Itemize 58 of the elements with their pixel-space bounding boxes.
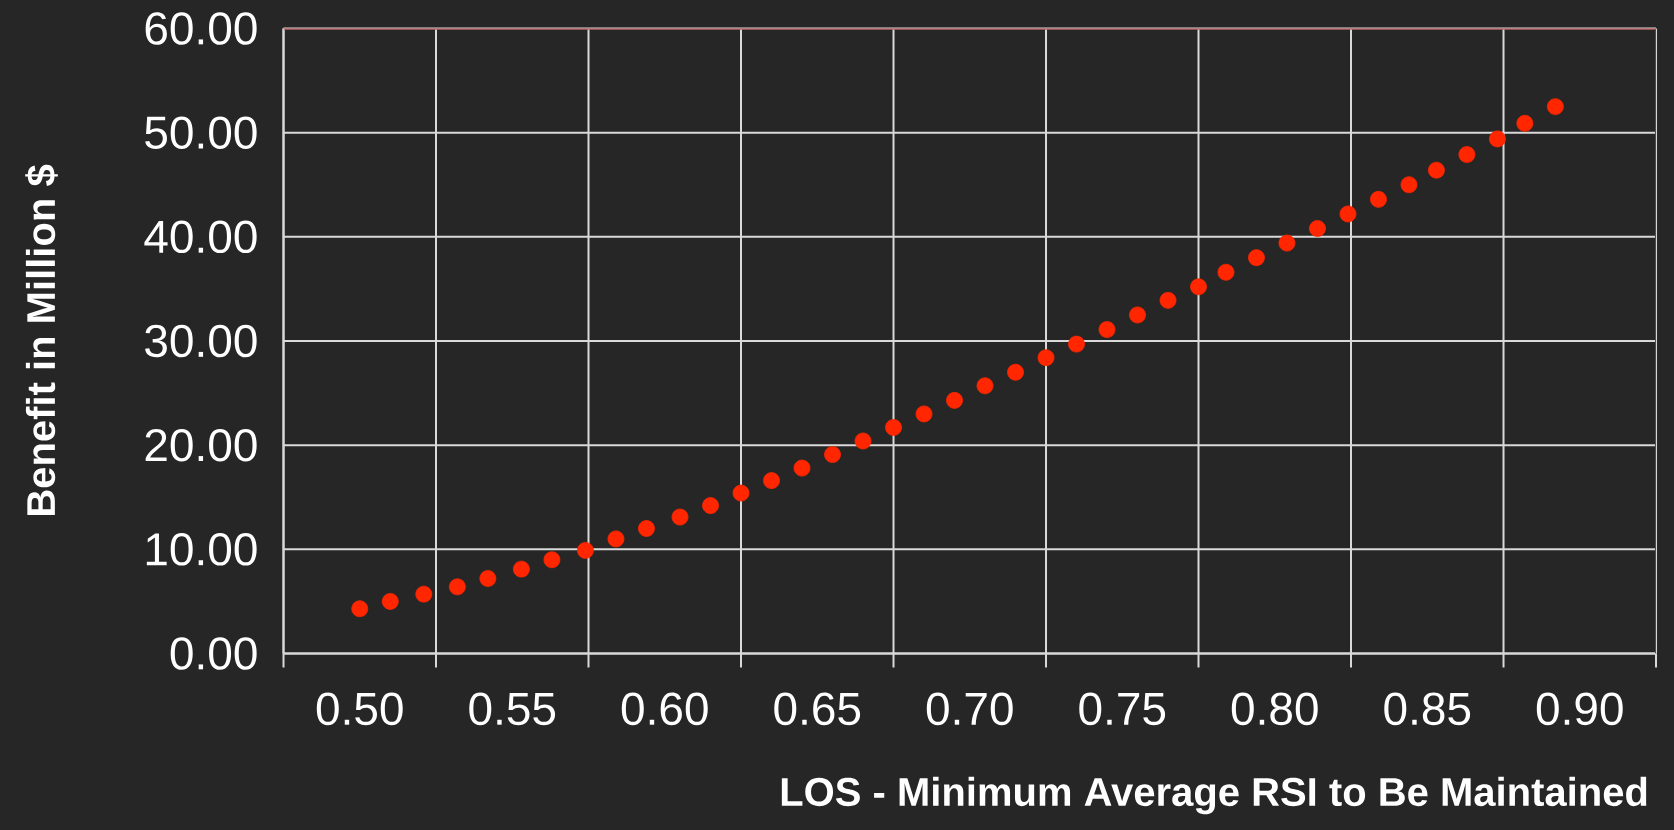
point — [638, 520, 655, 537]
point — [1007, 363, 1024, 381]
point — [1248, 249, 1265, 267]
point — [479, 570, 497, 587]
point — [824, 446, 841, 463]
point — [763, 472, 780, 489]
point — [1458, 146, 1476, 163]
point — [854, 432, 872, 450]
point — [1159, 291, 1177, 309]
point — [1068, 335, 1085, 353]
point — [671, 508, 689, 526]
x-axis-title: LOS - Minimum Average RSI to Be Maintained — [781, 776, 1647, 815]
point — [1428, 161, 1445, 179]
y-tick-label: 0.00 — [170, 637, 257, 670]
point — [1217, 263, 1235, 281]
point — [577, 541, 594, 559]
point — [976, 377, 994, 395]
x-tick-label: 0.80 — [1231, 692, 1318, 726]
y-tick-label: 60.00 — [145, 12, 257, 45]
y-axis-title: Benefit in Million $ — [25, 164, 58, 515]
point — [702, 497, 719, 514]
point — [885, 419, 902, 436]
x-tick-label: 0.70 — [926, 692, 1013, 726]
y-tick-label: 40.00 — [144, 220, 257, 254]
point — [1400, 176, 1418, 194]
point — [448, 578, 466, 596]
point — [1546, 98, 1564, 116]
point — [607, 530, 625, 548]
x-tick-label: 0.90 — [1536, 692, 1623, 726]
point — [946, 391, 963, 409]
point — [1370, 190, 1387, 208]
point — [1489, 130, 1506, 148]
y-tick-label: 30.00 — [145, 324, 257, 358]
point — [1309, 220, 1326, 237]
point — [1129, 306, 1146, 324]
point — [793, 459, 811, 477]
x-tick-label: 0.75 — [1079, 692, 1166, 726]
x-tick-label: 0.55 — [469, 692, 556, 726]
point — [1339, 205, 1357, 223]
point — [351, 600, 369, 618]
y-tick-label: 20.00 — [145, 428, 257, 462]
point — [543, 551, 561, 569]
y-tick-label: 50.00 — [145, 116, 257, 149]
y-tick-label: 10.00 — [146, 533, 257, 566]
point — [1278, 234, 1296, 252]
point — [915, 405, 933, 423]
x-tick-label: 0.85 — [1384, 692, 1471, 726]
x-tick-label: 0.65 — [774, 692, 861, 726]
point — [415, 585, 433, 603]
point — [1098, 321, 1116, 338]
x-tick-label: 0.60 — [621, 692, 708, 726]
point — [513, 560, 530, 578]
point — [1190, 278, 1207, 296]
point — [732, 484, 750, 502]
point — [381, 593, 399, 610]
point — [1037, 349, 1055, 367]
point — [1516, 114, 1534, 132]
x-tick-label: 0.50 — [316, 692, 403, 726]
